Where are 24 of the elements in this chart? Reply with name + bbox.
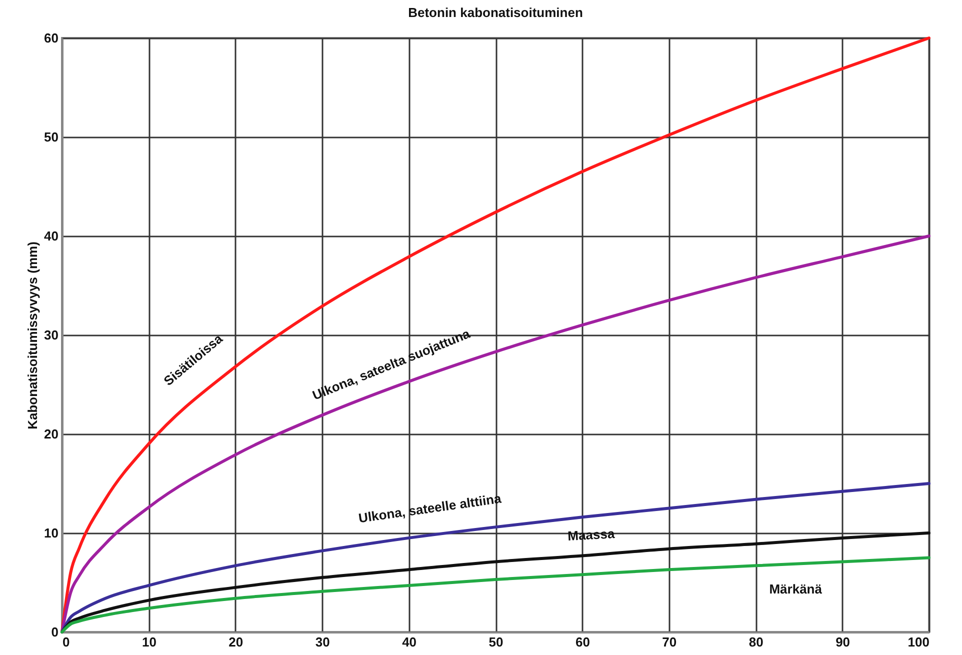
series-label: Maassa xyxy=(567,526,616,544)
y-axis-title: Kabonatisoitumissyvyys (mm) xyxy=(25,242,40,430)
series-label: Märkänä xyxy=(769,582,823,597)
y-tick-label: 20 xyxy=(44,426,58,442)
x-tick-label: 100 xyxy=(908,634,930,650)
y-tick-label: 40 xyxy=(44,228,58,244)
x-tick-label: 60 xyxy=(575,634,590,650)
x-tick-label: 10 xyxy=(142,634,156,650)
x-tick-label: 50 xyxy=(488,634,504,650)
x-tick-label: 30 xyxy=(315,634,330,650)
x-tick-label: 70 xyxy=(662,634,677,650)
y-tick-label: 10 xyxy=(44,526,58,540)
x-tick-label: 0 xyxy=(62,634,70,650)
x-tick-label: 90 xyxy=(836,634,850,650)
line-series xyxy=(60,36,930,634)
x-tick-label: 20 xyxy=(228,634,244,650)
x-tick-label: 40 xyxy=(402,634,417,650)
chart-title: Betonin kabonatisoituminen xyxy=(408,5,583,20)
text: Ulkona, sateelle alttiina xyxy=(358,490,503,526)
y-tick-label: 30 xyxy=(44,328,58,342)
y-tick-label: 50 xyxy=(44,130,58,144)
y-tick-label: 60 xyxy=(44,30,58,46)
y-tick-label: 0 xyxy=(51,624,58,640)
x-tick-label: 80 xyxy=(748,634,764,650)
